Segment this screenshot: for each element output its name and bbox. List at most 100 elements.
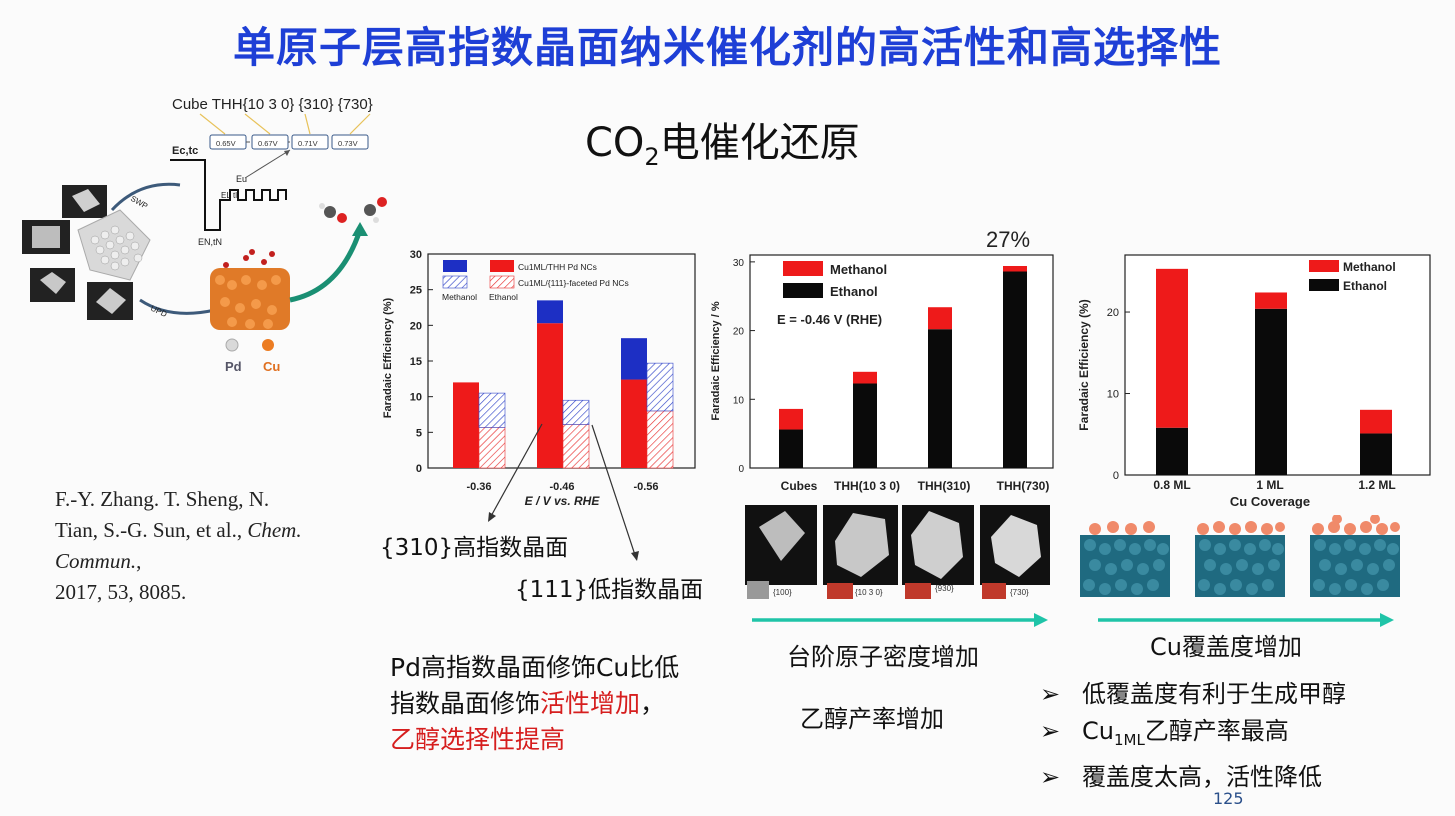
synthesis-schematic: Cube THH{10 3 0} {310} {730} 0.65V 0.67V… bbox=[22, 96, 387, 374]
legend-swatch-methanol bbox=[1309, 260, 1339, 272]
summary-comma: ， bbox=[640, 689, 666, 718]
pd-legend-label: Pd bbox=[225, 359, 242, 374]
y-tick-label: 5 bbox=[416, 427, 422, 439]
particle-facet-label: {10 3 0} bbox=[855, 588, 883, 597]
x-tick-label: THH(730) bbox=[997, 479, 1050, 493]
y-axis-label: Faradaic Efficiency (%) bbox=[382, 297, 394, 418]
particle-facet-label: {100} bbox=[773, 588, 792, 597]
schematic-header: Cube THH{10 3 0} {310} {730} bbox=[172, 96, 373, 113]
particle-facet-label: {730} bbox=[1010, 588, 1029, 597]
potential-waveform: Ec,tc Eu EL tl EN,tN bbox=[170, 145, 291, 247]
caption-ethanol-yield: 乙醇产率增加 bbox=[800, 705, 944, 733]
wave-en-label: EN,tN bbox=[198, 237, 222, 247]
x-tick-label: 1 ML bbox=[1256, 478, 1283, 492]
subtitle-subscript: 2 bbox=[644, 143, 660, 171]
reference-journal: Chem. Commun. bbox=[55, 518, 302, 573]
chart-legend: Cu1ML/THH Pd NCs Cu1ML/{111}-faceted Pd … bbox=[442, 260, 629, 302]
bullet-list: ➢ 低覆盖度有利于生成甲醇 ➢ Cu1ML乙醇产率最高 ➢ 覆盖度太高，活性降低 bbox=[1040, 676, 1346, 796]
legend-label-methanol: Methanol bbox=[1343, 260, 1396, 274]
legend-label-methanol: Methanol bbox=[830, 262, 887, 277]
y-tick-label: 20 bbox=[1107, 307, 1119, 319]
y-tick-label: 0 bbox=[416, 463, 422, 475]
caption-step-density: 台阶原子密度增加 bbox=[787, 643, 979, 671]
bullet-arrow-icon: ➢ bbox=[1040, 680, 1061, 708]
bullet-text: 低覆盖度有利于生成甲醇 bbox=[1082, 680, 1346, 708]
y-tick-label: 10 bbox=[1107, 389, 1119, 401]
bullet-text: 覆盖度太高，活性降低 bbox=[1082, 762, 1322, 791]
cu-legend-label: Cu bbox=[263, 359, 280, 374]
legend-label-111: Cu1ML/{111}-faceted Pd NCs bbox=[518, 278, 629, 288]
reference-authors: F.-Y. Zhang. T. Sheng, N. Tian, S.-G. Su… bbox=[55, 487, 270, 542]
y-tick-label: 30 bbox=[733, 258, 745, 269]
legend-label-ethanol: Ethanol bbox=[489, 292, 518, 302]
bar-methanol-111 bbox=[562, 399, 590, 425]
wave-ec-label: Ec,tc bbox=[172, 145, 198, 157]
step-density-arrow bbox=[752, 613, 1048, 627]
bar-methanol bbox=[779, 408, 803, 430]
legend-label-thh: Cu1ML/THH Pd NCs bbox=[518, 262, 597, 272]
y-tick-label: 20 bbox=[733, 327, 745, 338]
reference-citation: F.-Y. Zhang. T. Sheng, N. Tian, S.-G. Su… bbox=[55, 484, 315, 608]
bullet-text: 乙醇产率最高 bbox=[1144, 717, 1289, 745]
page-number: 125 bbox=[1213, 789, 1244, 808]
lattice-model bbox=[905, 583, 931, 599]
bar-ethanol bbox=[928, 329, 952, 468]
summary-line: 指数晶面修饰活性增加， bbox=[390, 686, 679, 722]
lattice-model bbox=[747, 581, 769, 599]
bar-methanol bbox=[1360, 409, 1392, 434]
x-axis-label: E / V vs. RHE bbox=[525, 494, 601, 508]
bar-ethanol bbox=[853, 383, 877, 468]
x-tick-label: Cubes bbox=[781, 479, 818, 493]
subtitle-suffix: 电催化还原 bbox=[659, 120, 860, 166]
chart-step-density: 0 10 20 30 Cubes THH(10 3 0) THH(310) THH(730)… bbox=[710, 227, 1054, 493]
legend-swatch-ethanol bbox=[783, 283, 823, 298]
bar-methanol bbox=[1255, 292, 1287, 309]
legend-swatch-methanol bbox=[783, 261, 823, 276]
reference-separator: , bbox=[136, 549, 142, 573]
y-tick-label: 0 bbox=[1113, 470, 1119, 482]
y-tick-label: 25 bbox=[410, 285, 422, 297]
summary-text: Pd高指数晶面修饰Cu比低 指数晶面修饰活性增加， 乙醇选择性提高 bbox=[390, 650, 679, 758]
bullet-subscript: 1ML bbox=[1113, 730, 1145, 749]
bullet-arrow-icon: ➢ bbox=[1040, 717, 1061, 745]
bullet-arrow-icon: ➢ bbox=[1040, 762, 1061, 791]
y-tick-label: 20 bbox=[410, 320, 422, 332]
bar-ethanol bbox=[779, 429, 803, 468]
legend-swatch-ethanol bbox=[1309, 279, 1339, 291]
lattice-model bbox=[827, 583, 853, 599]
particle-image-strip: {100} {10 3 0} {930} {730} bbox=[745, 505, 1050, 599]
pd-legend-dot bbox=[225, 338, 239, 352]
bar-ethanol-111 bbox=[562, 424, 590, 469]
bar-ethanol bbox=[1003, 271, 1027, 468]
legend-swatch-methanol-thh bbox=[443, 260, 467, 272]
chart-cu-coverage: 0 10 20 0.8 ML 1 ML 1.2 ML Faradaic Efficien… bbox=[1077, 254, 1431, 509]
legend-label-methanol: Methanol bbox=[442, 292, 477, 302]
bar-methanol-111 bbox=[646, 362, 674, 412]
y-tick-label: 30 bbox=[410, 249, 422, 261]
x-tick-label: -0.36 bbox=[466, 481, 491, 493]
wave-eu-label: Eu bbox=[236, 174, 247, 184]
bar-ethanol bbox=[1255, 308, 1287, 475]
bullet-item: ➢ Cu1ML乙醇产率最高 bbox=[1040, 713, 1346, 759]
bar-methanol-111 bbox=[478, 392, 506, 428]
y-tick-label: 15 bbox=[410, 356, 422, 368]
bar-methanol bbox=[1003, 265, 1027, 272]
coverage-model-1.2ml bbox=[1310, 515, 1400, 597]
bar-methanol-thh bbox=[621, 338, 647, 380]
bar-methanol bbox=[853, 371, 877, 384]
y-axis-label: Faradaic Efficiency (%) bbox=[1077, 299, 1091, 430]
bar-methanol bbox=[928, 307, 952, 330]
y-tick-label: 0 bbox=[738, 464, 744, 475]
wave-tl-label: tl bbox=[233, 191, 237, 200]
y-axis-label: Faradaic Efficiency / % bbox=[710, 301, 722, 420]
potential-label: 0.65V bbox=[216, 139, 236, 148]
subtitle-prefix: CO bbox=[585, 120, 645, 166]
x-tick-label: -0.46 bbox=[549, 481, 574, 493]
legend-label-ethanol: Ethanol bbox=[830, 284, 878, 299]
x-tick-label: 0.8 ML bbox=[1153, 478, 1190, 492]
summary-highlight-activity: 活性增加 bbox=[540, 689, 641, 718]
bullet-item: ➢ 覆盖度太高，活性降低 bbox=[1040, 759, 1346, 796]
slide-title: 单原子层高指数晶面纳米催化剂的高活性和高选择性 bbox=[232, 23, 1222, 72]
bullet-item: ➢ 低覆盖度有利于生成甲醇 bbox=[1040, 676, 1346, 713]
x-tick-label: 1.2 ML bbox=[1358, 478, 1395, 492]
